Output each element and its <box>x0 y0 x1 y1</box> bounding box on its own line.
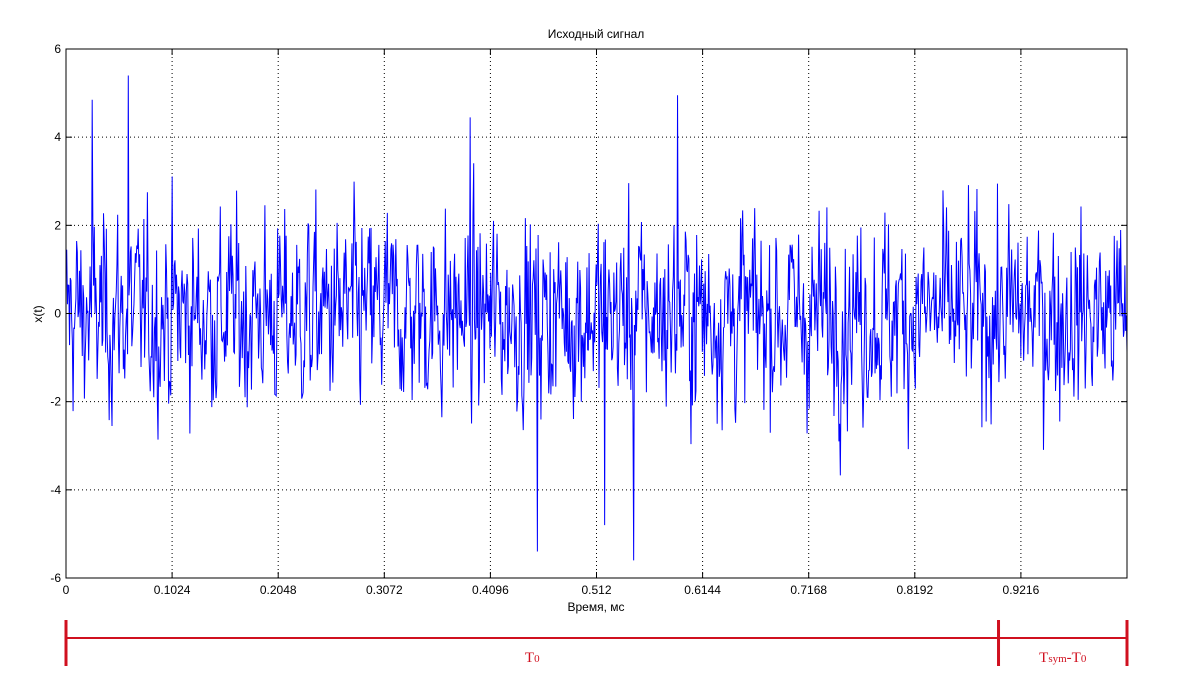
t0-label: T0 <box>525 650 540 666</box>
x-tick-label: 0.4096 <box>472 583 509 597</box>
grid <box>66 49 1127 578</box>
x-tick-labels: 0 0.1024 0.2048 0.3072 0.4096 0.512 0.6144 0.71… <box>63 583 1040 597</box>
x-tick-label: 0.3072 <box>366 583 403 597</box>
plot-area <box>65 75 1128 561</box>
y-tick-label: -6 <box>50 571 61 585</box>
y-tick-label: -2 <box>50 395 61 409</box>
tick-marks <box>65 48 1127 579</box>
y-tick-label: -4 <box>50 483 61 497</box>
x-tick-label: 0.1024 <box>154 583 191 597</box>
x-axis-label: Время, мс <box>567 600 624 614</box>
x-tick-label: 0.7168 <box>790 583 827 597</box>
x-tick-label: 0.512 <box>581 583 611 597</box>
x-tick-label: 0.2048 <box>260 583 297 597</box>
y-axis-label: x(t) <box>31 305 45 322</box>
chart-title: Исходный сигнал <box>548 27 645 41</box>
y-tick-label: 2 <box>54 218 61 232</box>
x-tick-label: 0 <box>63 583 70 597</box>
y-tick-label: 6 <box>54 42 61 56</box>
y-tick-label: 4 <box>54 130 61 144</box>
y-tick-label: 0 <box>54 307 61 321</box>
signal-series-line <box>65 75 1128 561</box>
x-tick-label: 0.6144 <box>684 583 721 597</box>
tsym-minus-t0-label: Tsym-T0 <box>1039 650 1087 666</box>
x-tick-label: 0.9216 <box>1003 583 1040 597</box>
period-annotations: T0 Tsym-T0 <box>64 620 1129 666</box>
x-tick-label: 0.8192 <box>896 583 933 597</box>
y-tick-labels: -6 -4 -2 0 2 4 6 <box>50 42 61 585</box>
